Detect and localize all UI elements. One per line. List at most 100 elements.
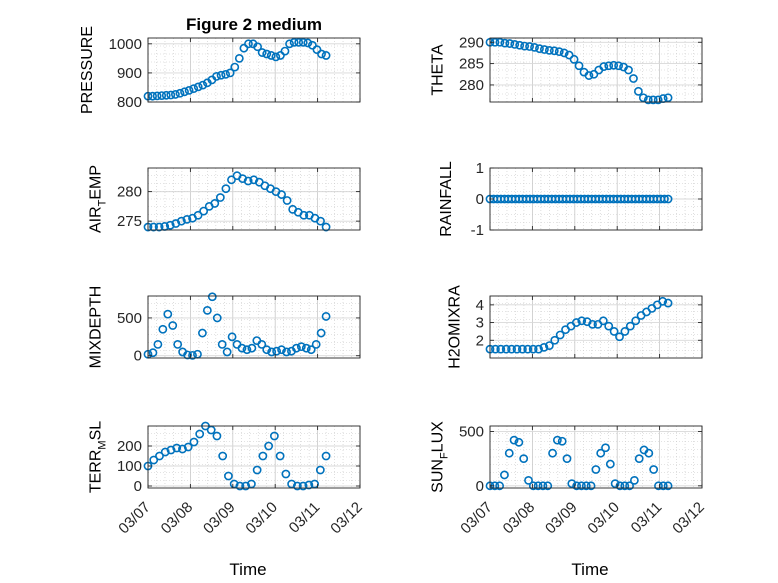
subplot-rainfall: -1 0 1 RAINFALL <box>438 160 703 239</box>
data-point <box>500 38 510 48</box>
data-point <box>207 292 217 302</box>
data-point <box>285 39 294 49</box>
data-point <box>540 45 549 54</box>
y-tick-label: 800 <box>117 94 142 111</box>
data-point <box>237 343 247 353</box>
data-point <box>523 344 533 354</box>
x-tick-label: 03/11 <box>286 499 324 537</box>
data-point <box>512 344 522 354</box>
data-point <box>625 481 634 491</box>
data-point <box>554 47 564 57</box>
data-point <box>148 348 158 358</box>
data-point <box>496 344 506 354</box>
data-point <box>292 481 302 491</box>
axes-box <box>489 425 703 489</box>
data-point <box>221 184 231 194</box>
data-point <box>588 319 597 329</box>
data-series <box>143 37 331 101</box>
data-point <box>620 481 630 491</box>
y-axis-label: TERRMSL <box>88 421 109 493</box>
y-tick-label: 500 <box>117 310 142 327</box>
data-point <box>599 62 609 71</box>
data-point <box>222 347 232 357</box>
subplot-terr-msl: 0 100 200 03/07 03/08 03/09 03/10 03/11 03/12 TER… <box>88 421 366 579</box>
data-point <box>212 313 222 323</box>
data-point <box>183 350 192 360</box>
data-point <box>569 54 579 64</box>
data-point <box>663 298 673 308</box>
data-point <box>562 454 572 464</box>
data-point <box>634 86 643 96</box>
data-point <box>505 39 515 48</box>
data-point <box>615 332 624 342</box>
x-tick-label: 03/07 <box>457 499 496 538</box>
data-point <box>193 210 203 220</box>
y-axis-label: PRESSURE <box>79 26 96 114</box>
axes-box <box>489 37 703 103</box>
data-point <box>158 324 168 334</box>
data-point <box>584 71 594 80</box>
y-axis-label: SUNFLUX <box>430 421 451 493</box>
x-tick-label: 03/12 <box>327 499 366 538</box>
data-point <box>660 194 669 204</box>
data-point <box>658 296 668 306</box>
data-series <box>485 194 673 204</box>
data-point <box>198 80 208 90</box>
data-point <box>557 436 567 446</box>
data-point <box>543 481 553 491</box>
data-point <box>601 443 610 453</box>
subplot-h2omixra: 234 H2OMIXRA <box>447 285 703 369</box>
data-point <box>230 62 240 72</box>
y-tick-label: 280 <box>459 77 484 94</box>
axes-box <box>147 167 361 231</box>
data-point <box>189 437 199 447</box>
data-point <box>604 61 614 71</box>
data-point <box>316 216 325 226</box>
data-point <box>596 448 606 458</box>
data-point <box>227 175 236 185</box>
data-point <box>189 84 199 94</box>
data-point <box>520 41 530 51</box>
data-point <box>296 342 306 352</box>
x-tick-label: 03/11 <box>628 499 666 537</box>
y-tick-label: 290 <box>459 34 484 51</box>
data-point <box>581 481 591 491</box>
data-point <box>572 481 582 491</box>
data-point <box>574 61 584 71</box>
data-point <box>258 451 268 461</box>
data-point <box>184 85 194 95</box>
data-point <box>216 70 226 80</box>
data-point <box>490 344 500 354</box>
y-tick-label: 0 <box>134 348 142 365</box>
data-point <box>173 339 183 349</box>
data-point <box>215 193 225 202</box>
data-point <box>544 45 554 55</box>
data-point <box>577 481 586 491</box>
x-tick-label: 03/09 <box>542 499 581 538</box>
subplot-air-temp: 275 280 AIRTEMP <box>88 165 361 233</box>
data-point <box>149 455 159 465</box>
data-point <box>533 481 543 491</box>
data-point <box>294 37 304 47</box>
data-point <box>517 344 527 354</box>
data-point <box>589 69 599 79</box>
y-tick-label: 0 <box>134 478 142 495</box>
y-axis-label: AIRTEMP <box>88 165 109 233</box>
data-point <box>298 37 308 47</box>
subplot-pressure: 800 900 1000 PRESSURE Figure 2 medium <box>79 15 361 114</box>
y-axis-label: MIXDEPTH <box>88 286 105 369</box>
data-point <box>267 347 277 357</box>
data-point <box>239 43 249 53</box>
data-point <box>149 222 158 232</box>
data-point <box>634 454 644 464</box>
data-point <box>544 341 554 350</box>
data-point <box>609 60 619 70</box>
data-point <box>262 345 272 355</box>
data-point <box>241 481 251 491</box>
data-point <box>280 46 290 56</box>
data-point <box>277 345 286 355</box>
data-point <box>631 316 641 326</box>
data-point <box>166 90 176 100</box>
data-point <box>301 343 311 353</box>
data-point <box>182 214 192 224</box>
